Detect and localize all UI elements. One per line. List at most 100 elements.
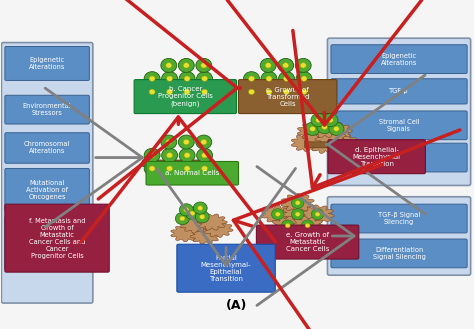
Circle shape (193, 202, 207, 214)
Circle shape (283, 89, 290, 94)
FancyBboxPatch shape (1, 42, 93, 303)
Circle shape (197, 85, 212, 99)
Circle shape (166, 63, 172, 68)
Circle shape (196, 135, 212, 149)
Circle shape (149, 166, 155, 171)
FancyBboxPatch shape (146, 162, 238, 185)
Circle shape (183, 208, 189, 212)
FancyBboxPatch shape (305, 142, 345, 148)
Circle shape (311, 209, 324, 220)
Text: Mutational
Inactivation of
Tumor
Suppressors: Mutational Inactivation of Tumor Suppres… (23, 229, 71, 256)
Circle shape (265, 63, 271, 68)
Circle shape (244, 72, 259, 86)
Circle shape (296, 72, 312, 86)
Circle shape (179, 162, 195, 175)
Circle shape (190, 211, 195, 216)
FancyBboxPatch shape (238, 80, 337, 114)
Circle shape (295, 201, 300, 205)
Circle shape (144, 148, 160, 162)
Polygon shape (301, 205, 334, 223)
Circle shape (329, 122, 344, 136)
Circle shape (144, 72, 160, 86)
FancyBboxPatch shape (331, 45, 467, 73)
Circle shape (184, 153, 190, 158)
Circle shape (201, 76, 208, 81)
Text: TGF-β: TGF-β (389, 89, 409, 94)
Circle shape (266, 89, 272, 94)
Circle shape (323, 114, 338, 127)
Text: Epigenetic
Alterations: Epigenetic Alterations (381, 53, 417, 65)
Circle shape (183, 63, 189, 68)
Circle shape (334, 126, 339, 131)
Circle shape (278, 59, 294, 72)
Text: b. Cancer
Progenitor Cells
(benign): b. Cancer Progenitor Cells (benign) (158, 86, 213, 107)
Polygon shape (281, 205, 315, 223)
Circle shape (260, 59, 276, 72)
Circle shape (311, 114, 326, 127)
Polygon shape (190, 228, 220, 244)
Circle shape (305, 223, 310, 228)
Circle shape (315, 212, 320, 216)
Circle shape (272, 209, 284, 220)
Circle shape (279, 85, 294, 99)
Polygon shape (297, 122, 328, 140)
Text: c. Growth of
Transformed
Cells: c. Growth of Transformed Cells (266, 87, 310, 107)
Polygon shape (197, 214, 228, 230)
Text: Chromosomal
Alterations: Chromosomal Alterations (24, 141, 70, 155)
Text: Environmental
Stressors: Environmental Stressors (23, 103, 72, 116)
Circle shape (149, 76, 155, 81)
Text: (A): (A) (226, 299, 248, 312)
Polygon shape (171, 225, 200, 242)
FancyBboxPatch shape (331, 239, 467, 268)
Text: Stromal Cell
Signals: Stromal Cell Signals (379, 119, 419, 132)
Text: TGF-β Signal
Silencing: TGF-β Signal Silencing (378, 212, 420, 225)
FancyBboxPatch shape (142, 160, 214, 166)
Text: d. Epithelial-
Mesenchymal
Transition: d. Epithelial- Mesenchymal Transition (353, 147, 401, 167)
Circle shape (185, 207, 199, 219)
FancyBboxPatch shape (331, 143, 467, 172)
FancyBboxPatch shape (5, 216, 90, 269)
Circle shape (244, 85, 259, 99)
Circle shape (179, 72, 195, 86)
Circle shape (180, 216, 185, 221)
FancyBboxPatch shape (328, 140, 425, 174)
FancyBboxPatch shape (331, 111, 467, 140)
Circle shape (184, 89, 190, 94)
Circle shape (201, 63, 207, 68)
Circle shape (184, 166, 190, 171)
Circle shape (266, 76, 272, 81)
Circle shape (161, 59, 177, 72)
Circle shape (248, 89, 255, 94)
FancyBboxPatch shape (5, 204, 109, 272)
FancyBboxPatch shape (177, 244, 275, 292)
Circle shape (178, 135, 194, 149)
Circle shape (144, 85, 160, 99)
Polygon shape (281, 193, 314, 212)
Circle shape (166, 89, 173, 94)
FancyBboxPatch shape (256, 225, 359, 259)
Circle shape (195, 211, 209, 223)
Polygon shape (261, 205, 294, 224)
FancyBboxPatch shape (328, 197, 471, 275)
Circle shape (162, 148, 178, 162)
Polygon shape (303, 129, 334, 146)
Text: f. Metastasis and
Growth of
Metastatic
Cancer Cells and
Cancer
Progenitor Cells: f. Metastasis and Growth of Metastatic C… (29, 218, 85, 259)
Circle shape (301, 76, 307, 81)
Text: a. Normal Cells: a. Normal Cells (165, 170, 219, 176)
Circle shape (201, 166, 208, 171)
Circle shape (292, 209, 304, 220)
FancyBboxPatch shape (5, 95, 90, 124)
Polygon shape (291, 216, 325, 235)
FancyBboxPatch shape (5, 133, 90, 163)
FancyBboxPatch shape (134, 80, 237, 114)
Circle shape (197, 72, 212, 86)
Circle shape (300, 63, 306, 68)
Circle shape (279, 72, 294, 86)
Circle shape (175, 213, 189, 225)
Polygon shape (309, 136, 340, 153)
Circle shape (179, 204, 193, 216)
Circle shape (295, 59, 311, 72)
Circle shape (149, 89, 155, 94)
Circle shape (301, 220, 314, 231)
Circle shape (200, 215, 205, 219)
